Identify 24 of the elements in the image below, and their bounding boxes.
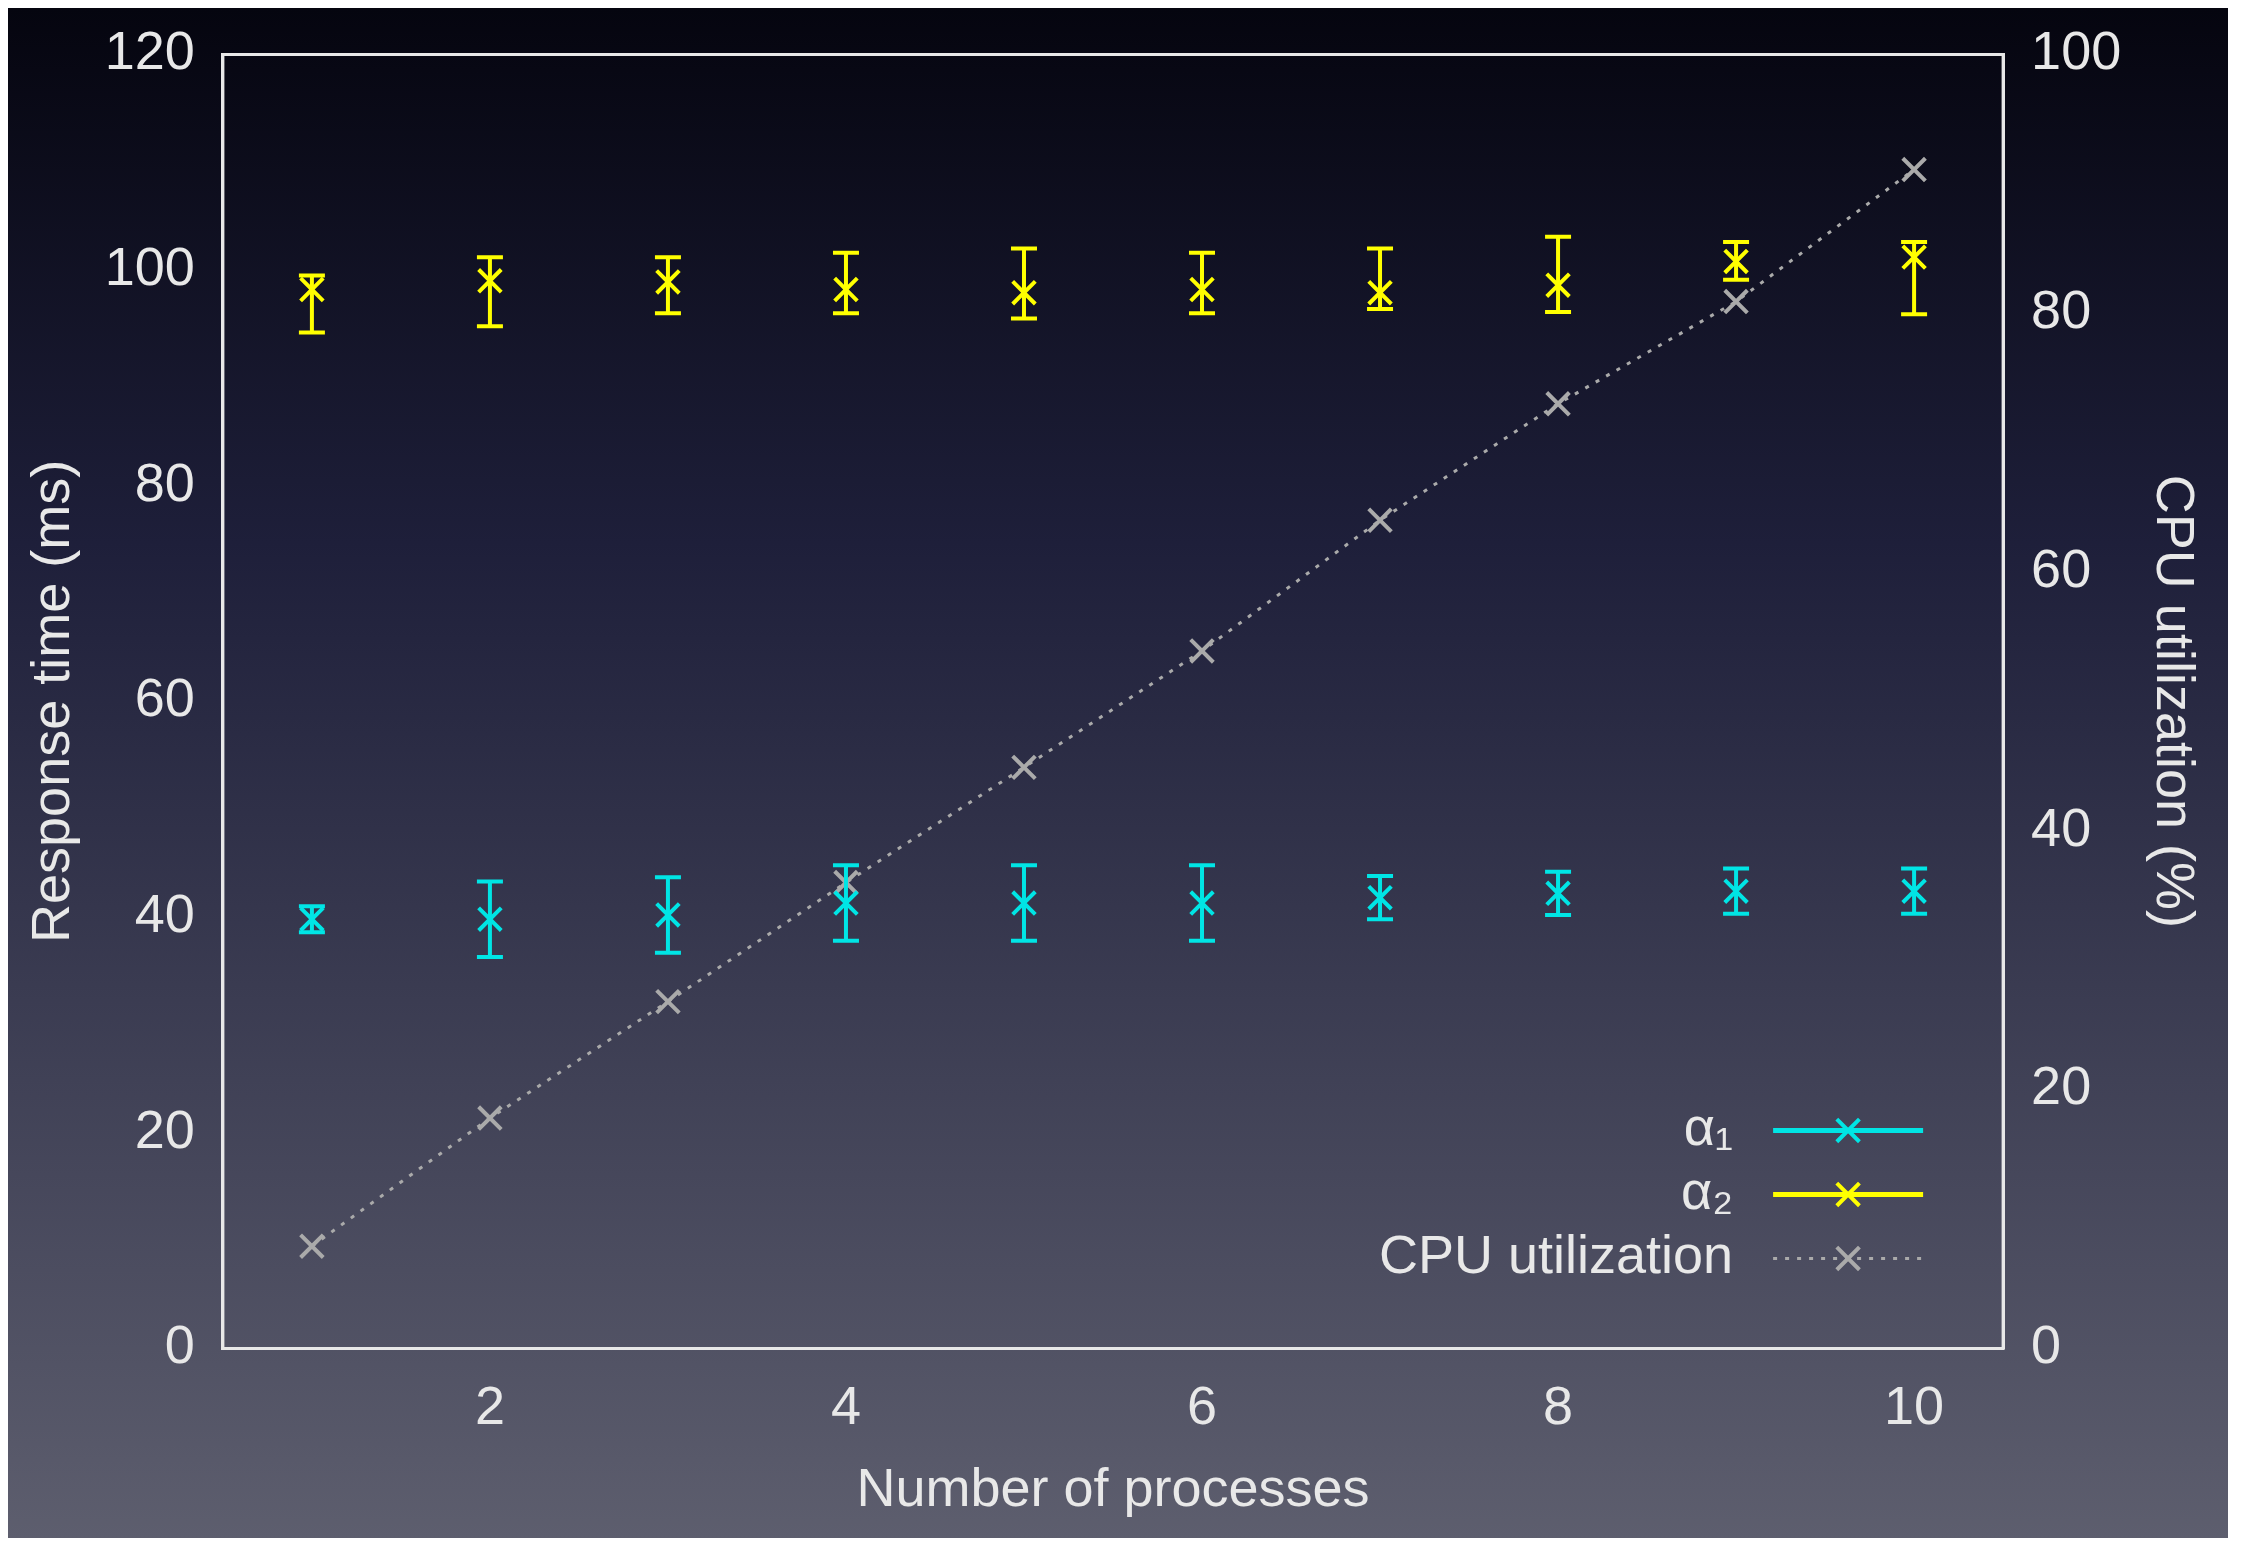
y-axis-title: Response time (ms) (20, 459, 81, 943)
y-tick-label: 120 (104, 20, 195, 81)
legend-label: CPU utilization (1378, 1224, 1734, 1285)
y-tick-label: 20 (134, 1098, 195, 1159)
x-tick-label: 8 (1543, 1374, 1574, 1435)
y-tick-label: 0 (164, 1314, 195, 1375)
legend-label: α₁ (1683, 1096, 1734, 1157)
y2-tick-label: 100 (2031, 20, 2122, 81)
y2-tick-label: 60 (2031, 537, 2092, 598)
x-tick-label: 2 (474, 1374, 505, 1435)
y-tick-label: 40 (134, 882, 195, 943)
x-tick-label: 4 (830, 1374, 861, 1435)
y-tick-label: 100 (104, 235, 195, 296)
y-tick-label: 60 (134, 667, 195, 728)
legend-label: α₂ (1680, 1160, 1734, 1221)
x-axis-title: Number of processes (856, 1457, 1370, 1518)
y2-axis-title: CPU utilization (%) (2145, 474, 2206, 928)
y2-tick-label: 40 (2031, 796, 2092, 857)
y2-tick-label: 20 (2031, 1055, 2092, 1116)
y2-tick-label: 80 (2031, 279, 2092, 340)
x-tick-label: 6 (1186, 1374, 1218, 1435)
y-tick-label: 80 (134, 451, 195, 512)
y2-tick-label: 0 (2031, 1314, 2062, 1375)
x-tick-label: 10 (1884, 1374, 1945, 1435)
